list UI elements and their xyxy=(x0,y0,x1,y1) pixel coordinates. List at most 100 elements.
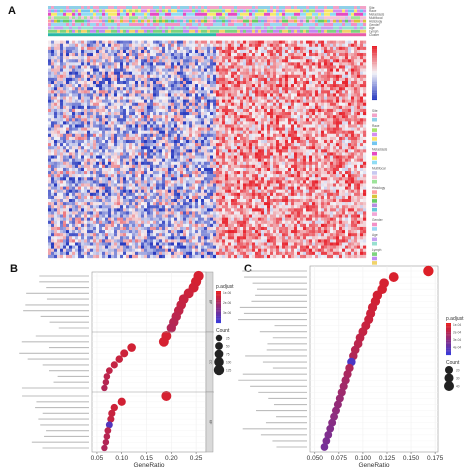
annotation-cell xyxy=(111,16,115,20)
heat-cell xyxy=(198,118,202,122)
heat-cell xyxy=(321,59,325,63)
heat-cell xyxy=(264,65,268,69)
heat-cell xyxy=(72,74,76,79)
heat-cell xyxy=(210,108,214,113)
heat-cell xyxy=(210,46,214,51)
heat-cell xyxy=(267,108,271,113)
heat-cell xyxy=(306,143,310,147)
heat-cell xyxy=(270,96,274,100)
heat-cell xyxy=(300,43,304,47)
heat-cell xyxy=(357,56,361,60)
heat-cell xyxy=(81,139,85,144)
heat-cell xyxy=(48,90,52,94)
heat-cell xyxy=(204,143,208,147)
heat-cell xyxy=(339,146,343,150)
heat-cell xyxy=(75,146,79,150)
heat-cell xyxy=(240,53,244,57)
annotation-cell xyxy=(81,9,85,13)
heat-cell xyxy=(291,84,295,88)
annotation-cell xyxy=(336,9,340,13)
heat-cell xyxy=(48,124,52,128)
heat-cell xyxy=(339,115,343,119)
heat-cell xyxy=(192,87,196,91)
heat-cell xyxy=(162,115,166,119)
heat-cell xyxy=(252,84,256,88)
heat-cell xyxy=(243,108,247,113)
heat-cell xyxy=(342,65,346,69)
heat-cell xyxy=(138,105,142,110)
heat-cell xyxy=(321,115,325,119)
heat-cell xyxy=(225,62,229,66)
heat-cell xyxy=(237,77,241,82)
heat-cell xyxy=(291,124,295,128)
heat-cell xyxy=(273,127,277,131)
heat-cell xyxy=(48,112,52,116)
annotation-cell xyxy=(135,33,139,37)
heat-cell xyxy=(348,56,352,60)
annotation-cell xyxy=(120,29,124,33)
heat-cell xyxy=(216,143,220,147)
heat-cell xyxy=(216,136,220,141)
heat-cell xyxy=(300,93,304,97)
heat-cell xyxy=(348,155,352,159)
heat-cell xyxy=(153,149,157,153)
heat-cell xyxy=(138,108,142,113)
heat-cell xyxy=(246,62,250,66)
heat-cell xyxy=(333,155,337,159)
annotation-cell xyxy=(90,12,94,16)
heat-cell xyxy=(351,77,355,82)
heat-cell xyxy=(90,112,94,116)
heat-cell xyxy=(246,155,250,159)
annotation-cell xyxy=(150,19,154,23)
annotation-cell xyxy=(138,6,142,9)
heat-cell xyxy=(63,146,67,150)
heat-cell xyxy=(246,84,250,88)
heat-cell xyxy=(129,143,133,147)
annotation-cell xyxy=(144,6,148,9)
annotation-cell xyxy=(354,6,358,9)
heat-cell xyxy=(360,49,364,54)
heat-cell xyxy=(111,121,115,125)
heat-cell xyxy=(243,59,247,63)
heat-cell xyxy=(81,65,85,69)
heat-cell xyxy=(300,112,304,116)
heat-cell xyxy=(78,80,82,85)
annotation-cell xyxy=(210,29,214,33)
annotation-cell xyxy=(264,33,268,37)
heat-cell xyxy=(192,152,196,156)
heat-cell xyxy=(96,65,100,69)
heat-cell xyxy=(165,49,169,54)
heat-cell xyxy=(252,146,256,150)
annotation-cell xyxy=(183,29,187,33)
heat-cell xyxy=(327,149,331,153)
heat-cell xyxy=(351,87,355,91)
heat-cell xyxy=(363,56,367,60)
heat-cell xyxy=(183,68,187,72)
annotation-cell xyxy=(273,23,277,26)
heat-cell xyxy=(51,84,55,88)
annotation-cell xyxy=(153,23,157,26)
heat-cell xyxy=(228,115,232,119)
heat-cell xyxy=(48,139,52,144)
heat-cell xyxy=(192,149,196,153)
heat-cell xyxy=(141,130,145,134)
heat-cell xyxy=(327,56,331,60)
heat-cell xyxy=(189,93,193,97)
heat-cell xyxy=(204,149,208,153)
annotation-cell xyxy=(48,29,52,33)
heat-cell xyxy=(291,136,295,141)
heat-cell xyxy=(66,46,70,51)
heat-cell xyxy=(93,143,97,147)
heat-cell xyxy=(225,102,229,106)
heat-cell xyxy=(177,152,181,156)
heat-cell xyxy=(198,155,202,159)
heat-cell xyxy=(345,40,349,44)
heat-cell xyxy=(264,62,268,66)
annotation-cell xyxy=(81,19,85,23)
heat-cell xyxy=(327,105,331,110)
heat-cell xyxy=(48,43,52,47)
heat-cell xyxy=(198,93,202,97)
heat-cell xyxy=(321,74,325,79)
heat-cell xyxy=(63,43,67,47)
annotation-cell xyxy=(108,9,112,13)
